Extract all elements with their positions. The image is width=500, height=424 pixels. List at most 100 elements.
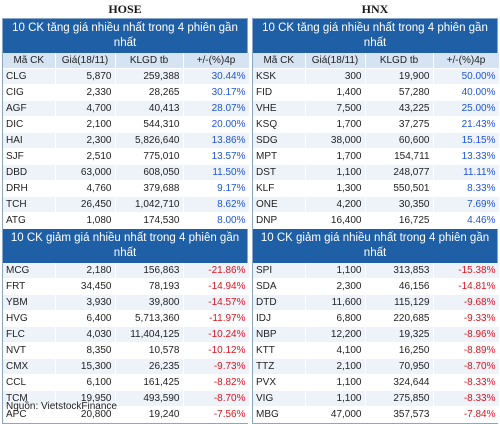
price-cell: 1,100 [305, 374, 366, 391]
change-cell: 4.46% [433, 212, 500, 229]
table-row: YBM 3,930 39,800 -14.57% [3, 294, 250, 311]
volume-cell: 775,010 [115, 148, 184, 165]
volume-cell: 324,644 [365, 374, 434, 391]
change-cell: 15.15% [433, 132, 500, 149]
price-cell: 8,350 [55, 342, 116, 359]
table-row: VHE 7,500 43,225 25.00% [253, 100, 500, 117]
stock-code: ATG [3, 212, 56, 229]
stock-code: KSQ [253, 116, 306, 133]
hose-gain-table: Mã CK Giá(18/11) KLGD tb +/-(%)4p CLG 5,8… [3, 53, 250, 229]
table-row: MBG 47,000 357,573 -7.84% [253, 406, 500, 423]
change-cell: -8.89% [433, 342, 500, 359]
change-cell: 28.07% [183, 100, 250, 117]
change-cell: -14.94% [183, 278, 250, 295]
change-cell: 30.44% [183, 68, 250, 85]
stock-code: TCM [3, 390, 56, 407]
stock-code: FID [253, 84, 306, 101]
table-row: MPT 1,700 154,711 13.33% [253, 148, 500, 165]
change-cell: -8.70% [183, 390, 250, 407]
stock-code: CIG [3, 84, 56, 101]
table-row: AGF 4,700 40,413 28.07% [3, 100, 250, 117]
volume-cell: 28,265 [115, 84, 184, 101]
stock-code: HAI [3, 132, 56, 149]
stock-code: SPI [253, 263, 306, 279]
hnx-gain-header: 10 CK tăng giá nhiều nhất trong 4 phiên … [253, 19, 497, 53]
stock-code: FLC [3, 326, 56, 343]
price-cell: 6,800 [305, 310, 366, 327]
price-cell: 2,330 [55, 84, 116, 101]
stock-code: MCG [3, 263, 56, 279]
column-header-row: Mã CK Giá(18/11) KLGD tb +/-(%)4p [3, 53, 250, 69]
stock-code: KSK [253, 68, 306, 85]
volume-cell: 1,042,710 [115, 196, 184, 213]
table-row: TTZ 2,100 70,950 -8.70% [253, 358, 500, 375]
change-cell: 25.00% [433, 100, 500, 117]
stock-code: AGF [3, 100, 56, 117]
volume-cell: 156,863 [115, 263, 184, 279]
price-cell: 15,300 [55, 358, 116, 375]
volume-cell: 259,388 [115, 68, 184, 85]
table-row: VIG 1,100 275,850 -8.33% [253, 390, 500, 407]
stock-code: VHE [253, 100, 306, 117]
volume-cell: 46,156 [365, 278, 434, 295]
price-cell: 6,400 [55, 310, 116, 327]
table-row: KLF 1,300 550,501 8.33% [253, 180, 500, 197]
table-row: PVX 1,100 324,644 -8.33% [253, 374, 500, 391]
stock-code: KLF [253, 180, 306, 197]
col-vol-header: KLGD tb [365, 53, 434, 69]
volume-cell: 5,826,640 [115, 132, 184, 149]
table-row: KSQ 1,700 37,275 21.43% [253, 116, 500, 133]
price-cell: 4,200 [305, 196, 366, 213]
stock-code: NBP [253, 326, 306, 343]
volume-cell: 37,275 [365, 116, 434, 133]
table-row: ATG 1,080 174,530 8.00% [3, 212, 250, 229]
price-cell: 4,100 [305, 342, 366, 359]
table-row: DBD 63,000 608,050 11.50% [3, 164, 250, 181]
volume-cell: 5,713,360 [115, 310, 184, 327]
stock-code: HVG [3, 310, 56, 327]
change-cell: 13.86% [183, 132, 250, 149]
table-row: CLG 5,870 259,388 30.44% [3, 68, 250, 85]
volume-cell: 19,240 [115, 406, 184, 423]
price-cell: 11,600 [305, 294, 366, 311]
volume-cell: 78,193 [115, 278, 184, 295]
volume-cell: 220,685 [365, 310, 434, 327]
volume-cell: 10,578 [115, 342, 184, 359]
price-cell: 300 [305, 68, 366, 85]
table-row: DIC 2,100 544,310 20.00% [3, 116, 250, 133]
change-cell: -11.97% [183, 310, 250, 327]
stock-code: KTT [253, 342, 306, 359]
hose-loss-table: MCG 2,180 156,863 -21.86% FRT 34,450 78,193 -14… [3, 263, 250, 423]
hose-gain-header: 10 CK tăng giá nhiều nhất trong 4 phiên … [3, 19, 247, 53]
stock-code: CMX [3, 358, 56, 375]
table-row: KTT 4,100 16,250 -8.89% [253, 342, 500, 359]
volume-cell: 493,590 [115, 390, 184, 407]
table-row: CIG 2,330 28,265 30.17% [3, 84, 250, 101]
change-cell: 11.11% [433, 164, 500, 181]
change-cell: -14.81% [433, 278, 500, 295]
table-row: KSK 300 19,900 50.00% [253, 68, 500, 85]
change-cell: 13.57% [183, 148, 250, 165]
table-row: TCH 26,450 1,042,710 8.62% [3, 196, 250, 213]
change-cell: 21.43% [433, 116, 500, 133]
change-cell: -10.24% [183, 326, 250, 343]
change-cell: 8.33% [433, 180, 500, 197]
stock-code: MBG [253, 406, 306, 423]
change-cell: 9.17% [183, 180, 250, 197]
col-price-header: Giá(18/11) [305, 53, 366, 69]
price-cell: 4,700 [55, 100, 116, 117]
hose-loss-header: 10 CK giảm giá nhiều nhất trong 4 phiên … [3, 229, 247, 263]
stock-code: SDG [253, 132, 306, 149]
change-cell: 11.50% [183, 164, 250, 181]
change-cell: -7.84% [433, 406, 500, 423]
table-row: DNP 16,400 16,725 4.46% [253, 212, 500, 229]
col-chg-header: +/-(%)4p [433, 53, 500, 69]
stock-code: SJF [3, 148, 56, 165]
stock-code: IDJ [253, 310, 306, 327]
price-cell: 2,510 [55, 148, 116, 165]
table-row: NVT 8,350 10,578 -10.12% [3, 342, 250, 359]
table-row: DST 1,100 248,077 11.11% [253, 164, 500, 181]
table-row: HVG 6,400 5,713,360 -11.97% [3, 310, 250, 327]
table-row: DTD 11,600 115,129 -9.68% [253, 294, 500, 311]
table-row: CCL 6,100 161,425 -8.82% [3, 374, 250, 391]
